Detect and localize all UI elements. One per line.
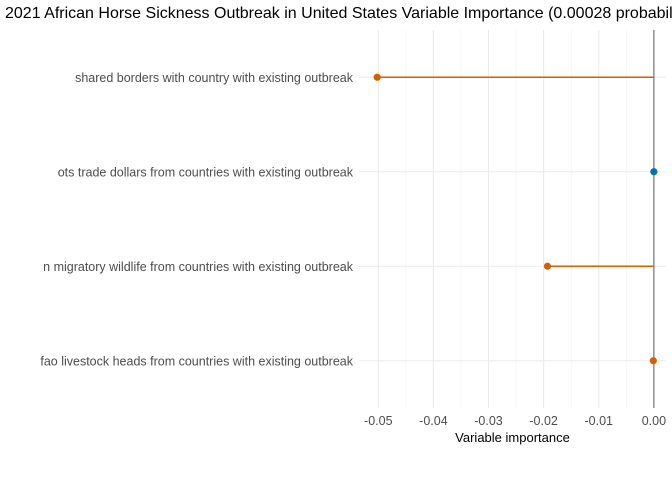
importance-point bbox=[649, 357, 657, 365]
marks bbox=[373, 73, 658, 365]
x-axis-tick-labels: -0.05 -0.04 -0.03 -0.02 -0.01 0.00 bbox=[364, 414, 666, 428]
y-tick-label: n migratory wildlife from countries with… bbox=[43, 260, 354, 274]
y-tick-label: ots trade dollars from countries with ex… bbox=[58, 165, 354, 179]
grid bbox=[359, 30, 666, 408]
x-tick-label: -0.01 bbox=[585, 414, 614, 428]
x-tick-label: -0.04 bbox=[419, 414, 448, 428]
y-axis-tick-labels: shared borders with country with existin… bbox=[40, 71, 353, 369]
chart-title: 2021 African Horse Sickness Outbreak in … bbox=[5, 5, 672, 22]
x-tick-label: -0.02 bbox=[529, 414, 558, 428]
importance-point bbox=[650, 168, 658, 176]
y-tick-label: fao livestock heads from countries with … bbox=[40, 354, 353, 368]
x-tick-label: -0.03 bbox=[474, 414, 503, 428]
importance-point bbox=[373, 73, 381, 81]
x-tick-label: -0.05 bbox=[364, 414, 393, 428]
importance-point bbox=[543, 262, 552, 270]
x-tick-label: 0.00 bbox=[642, 414, 666, 428]
x-axis-label: Variable importance bbox=[455, 430, 570, 445]
y-tick-label: shared borders with country with existin… bbox=[75, 71, 354, 85]
